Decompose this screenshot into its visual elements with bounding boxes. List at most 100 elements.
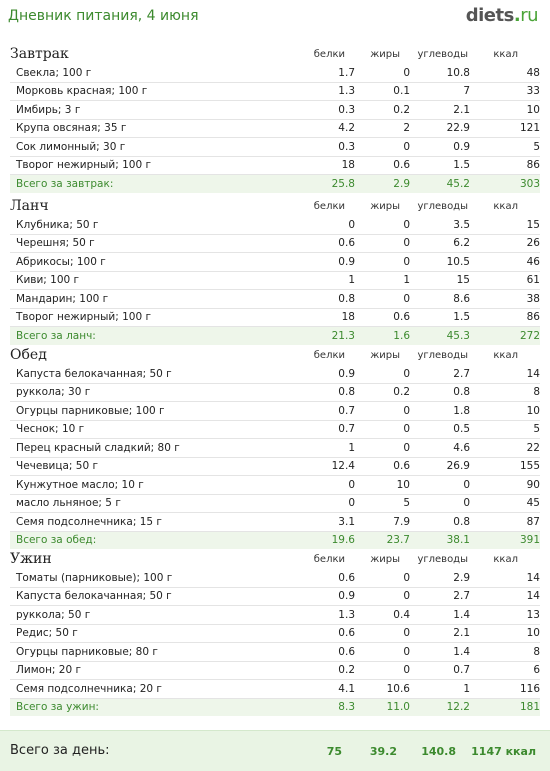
column-header-kcal: ккал (493, 350, 518, 361)
food-carbs: 2.7 (410, 587, 470, 606)
food-fat: 0.2 (355, 100, 410, 120)
food-kcal: 13 (470, 605, 540, 625)
site-logo[interactable]: diets.ru (466, 5, 539, 26)
meal-title: Обед (10, 347, 47, 363)
food-row[interactable]: Имбирь; 3 г 0.3 0.2 2.1 10 (10, 100, 540, 120)
food-row[interactable]: масло льняное; 5 г 0 5 0 45 (10, 494, 540, 513)
food-row[interactable]: Творог нежирный; 100 г 18 0.6 1.5 86 (10, 308, 540, 327)
food-protein: 0.6 (300, 642, 355, 662)
food-row[interactable]: Клубника; 50 г 0 0 3.5 15 (10, 216, 540, 235)
meal-total-label: Всего за завтрак: (10, 174, 300, 193)
food-protein: 1.7 (300, 64, 355, 83)
food-fat: 0.4 (355, 605, 410, 625)
food-row[interactable]: Огурцы парниковые; 100 г 0.7 0 1.8 10 (10, 401, 540, 421)
day-total-kcal: 1147 ккал (471, 745, 536, 758)
food-kcal: 6 (470, 661, 540, 680)
food-row[interactable]: руккола; 50 г 1.3 0.4 1.4 13 (10, 605, 540, 625)
food-row[interactable]: Абрикосы; 100 г 0.9 0 10.5 46 (10, 252, 540, 272)
food-row[interactable]: Огурцы парниковые; 80 г 0.6 0 1.4 8 (10, 642, 540, 662)
food-fat: 0.2 (355, 383, 410, 402)
food-row[interactable]: Мандарин; 100 г 0.8 0 8.6 38 (10, 289, 540, 309)
food-name: Огурцы парниковые; 80 г (10, 642, 300, 662)
meal-total-row: Всего за завтрак: 25.8 2.9 45.2 303 (10, 174, 540, 193)
meal-section-header: Завтрак белки жиры углеводы ккал (0, 44, 550, 64)
food-row[interactable]: Лимон; 20 г 0.2 0 0.7 6 (10, 661, 540, 680)
meal-total-label: Всего за обед: (10, 531, 300, 549)
food-fat: 0 (355, 137, 410, 157)
column-header-carbs: углеводы (417, 350, 468, 361)
day-total-label: Всего за день: (10, 743, 110, 758)
food-carbs: 1 (410, 679, 470, 699)
food-carbs: 2.7 (410, 365, 470, 384)
meal-table: Свекла; 100 г 1.7 0 10.8 48 Морковь красная; … (10, 64, 540, 193)
food-kcal: 121 (470, 119, 540, 138)
food-row[interactable]: Чеснок; 10 г 0.7 0 0.5 5 (10, 420, 540, 439)
food-fat: 10 (355, 475, 410, 495)
meal-section-header: Ланч белки жиры углеводы ккал (0, 196, 550, 216)
column-header-carbs: углеводы (417, 49, 468, 60)
column-header-carbs: углеводы (417, 201, 468, 212)
food-name: Томаты (парниковые); 100 г (10, 569, 300, 588)
food-name: руккола; 50 г (10, 605, 300, 625)
food-name: руккола; 30 г (10, 383, 300, 402)
food-row[interactable]: Сок лимонный; 30 г 0.3 0 0.9 5 (10, 137, 540, 157)
food-row[interactable]: Семя подсолнечника; 20 г 4.1 10.6 1 116 (10, 679, 540, 699)
meal-total-carbs: 45.3 (410, 326, 470, 345)
food-row[interactable]: Кунжутное масло; 10 г 0 10 0 90 (10, 475, 540, 495)
food-protein: 0 (300, 494, 355, 513)
food-carbs: 0 (410, 475, 470, 495)
food-protein: 12.4 (300, 457, 355, 476)
food-carbs: 6.2 (410, 234, 470, 253)
day-total-fat: 39.2 (369, 745, 397, 758)
food-fat: 7.9 (355, 512, 410, 532)
food-row[interactable]: Творог нежирный; 100 г 18 0.6 1.5 86 (10, 156, 540, 175)
food-fat: 0 (355, 401, 410, 421)
food-kcal: 86 (470, 308, 540, 327)
meal-total-row: Всего за ужин: 8.3 11.0 12.2 181 (10, 698, 540, 716)
food-row[interactable]: Томаты (парниковые); 100 г 0.6 0 2.9 14 (10, 569, 540, 588)
food-name: Сок лимонный; 30 г (10, 137, 300, 157)
food-name: Семя подсолнечника; 15 г (10, 512, 300, 532)
food-fat: 0 (355, 569, 410, 588)
food-row[interactable]: Перец красный сладкий; 80 г 1 0 4.6 22 (10, 438, 540, 458)
food-row[interactable]: Чечевица; 50 г 12.4 0.6 26.9 155 (10, 457, 540, 476)
food-row[interactable]: Капуста белокачанная; 50 г 0.9 0 2.7 14 (10, 365, 540, 384)
meal-table: Клубника; 50 г 0 0 3.5 15 Черешня; 50 г 0.6 0 6.… (10, 216, 540, 345)
food-protein: 1 (300, 438, 355, 458)
food-fat: 5 (355, 494, 410, 513)
column-header-fat: жиры (370, 201, 400, 212)
food-carbs: 0.5 (410, 420, 470, 439)
food-protein: 0.6 (300, 624, 355, 643)
food-protein: 0 (300, 216, 355, 235)
food-protein: 18 (300, 308, 355, 327)
food-fat: 0.6 (355, 156, 410, 175)
meal-total-carbs: 12.2 (410, 698, 470, 716)
meal-total-fat: 11.0 (355, 698, 410, 716)
food-name: Творог нежирный; 100 г (10, 156, 300, 175)
food-carbs: 1.4 (410, 642, 470, 662)
food-carbs: 22.9 (410, 119, 470, 138)
food-carbs: 0.8 (410, 512, 470, 532)
column-header-protein: белки (313, 49, 345, 60)
column-header-fat: жиры (370, 350, 400, 361)
meal-total-fat: 2.9 (355, 174, 410, 193)
food-row[interactable]: Киви; 100 г 1 1 15 61 (10, 271, 540, 290)
food-row[interactable]: Черешня; 50 г 0.6 0 6.2 26 (10, 234, 540, 253)
food-row[interactable]: Свекла; 100 г 1.7 0 10.8 48 (10, 64, 540, 83)
food-row[interactable]: Редис; 50 г 0.6 0 2.1 10 (10, 624, 540, 643)
food-row[interactable]: Морковь красная; 100 г 1.3 0.1 7 33 (10, 82, 540, 101)
food-row[interactable]: руккола; 30 г 0.8 0.2 0.8 8 (10, 383, 540, 402)
food-name: Капуста белокачанная; 50 г (10, 587, 300, 606)
food-row[interactable]: Капуста белокачанная; 50 г 0.9 0 2.7 14 (10, 587, 540, 606)
food-protein: 0.6 (300, 234, 355, 253)
food-protein: 0.8 (300, 383, 355, 402)
food-row[interactable]: Семя подсолнечника; 15 г 3.1 7.9 0.8 87 (10, 512, 540, 532)
food-row[interactable]: Крупа овсяная; 35 г 4.2 2 22.9 121 (10, 119, 540, 138)
food-carbs: 0.9 (410, 137, 470, 157)
meal-total-carbs: 45.2 (410, 174, 470, 193)
food-name: Киви; 100 г (10, 271, 300, 290)
food-kcal: 5 (470, 420, 540, 439)
food-fat: 0 (355, 365, 410, 384)
food-kcal: 10 (470, 624, 540, 643)
food-protein: 1 (300, 271, 355, 290)
